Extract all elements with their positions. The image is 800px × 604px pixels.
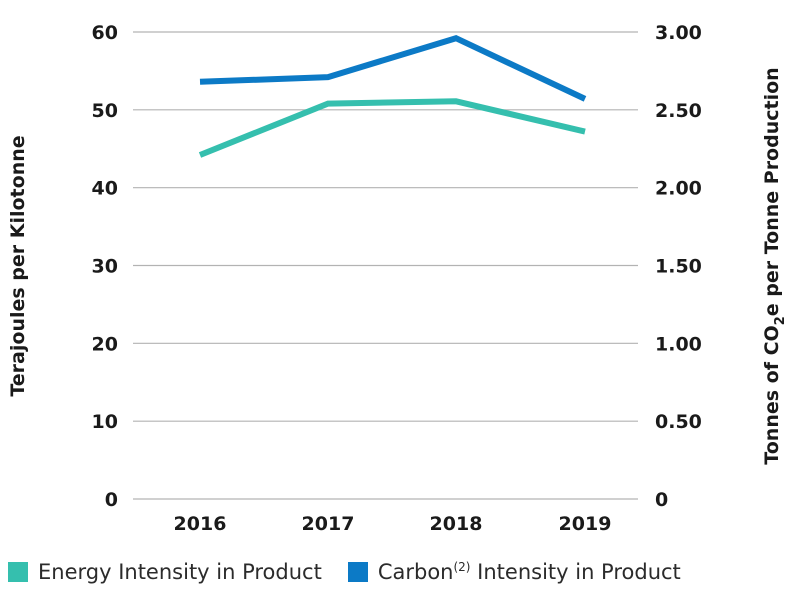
legend: Energy Intensity in Product Carbon(2) In…	[8, 560, 681, 584]
legend-item-carbon: Carbon(2) Intensity in Product	[347, 560, 681, 584]
right-axis-ticks: 0 0.50 1.00 1.50 2.00 2.50 3.00	[655, 22, 702, 511]
right-tick-label: 3.00	[655, 22, 702, 44]
left-axis-ticks: 0 10 20 30 40 50 60	[92, 22, 118, 511]
left-tick-label: 30	[92, 256, 118, 278]
carbon-intensity-line	[199, 34, 587, 102]
right-tick-label: 1.50	[655, 256, 702, 278]
x-axis-ticks: 2016 2017 2018 2019	[174, 513, 612, 535]
left-tick-label: 20	[92, 333, 118, 355]
legend-swatch-energy	[8, 562, 28, 582]
left-tick-label: 60	[92, 22, 118, 44]
gridlines	[133, 31, 638, 500]
right-tick-label: 0.50	[655, 411, 702, 433]
legend-label-energy: Energy Intensity in Product	[38, 560, 322, 584]
right-tick-label: 2.00	[655, 178, 702, 200]
left-axis-title: Terajoules per Kilotonne	[7, 135, 29, 396]
left-tick-label: 0	[105, 489, 118, 511]
x-tick-label: 2017	[302, 513, 355, 535]
left-tick-label: 50	[92, 100, 118, 122]
energy-intensity-line	[198, 98, 586, 158]
right-tick-label: 2.50	[655, 100, 702, 122]
legend-label-carbon: Carbon(2) Intensity in Product	[377, 560, 681, 584]
x-tick-label: 2019	[559, 513, 612, 535]
left-tick-label: 40	[92, 178, 118, 200]
right-tick-label: 1.00	[655, 333, 702, 355]
legend-swatch-carbon	[347, 562, 368, 582]
x-tick-label: 2016	[174, 513, 227, 535]
series-lines	[198, 34, 587, 158]
x-tick-label: 2018	[430, 513, 483, 535]
right-axis-title: Tonnes of CO2e per Tonne Production	[761, 67, 788, 464]
left-tick-label: 10	[92, 411, 118, 433]
legend-item-energy: Energy Intensity in Product	[8, 560, 322, 584]
right-tick-label: 0	[655, 489, 668, 511]
